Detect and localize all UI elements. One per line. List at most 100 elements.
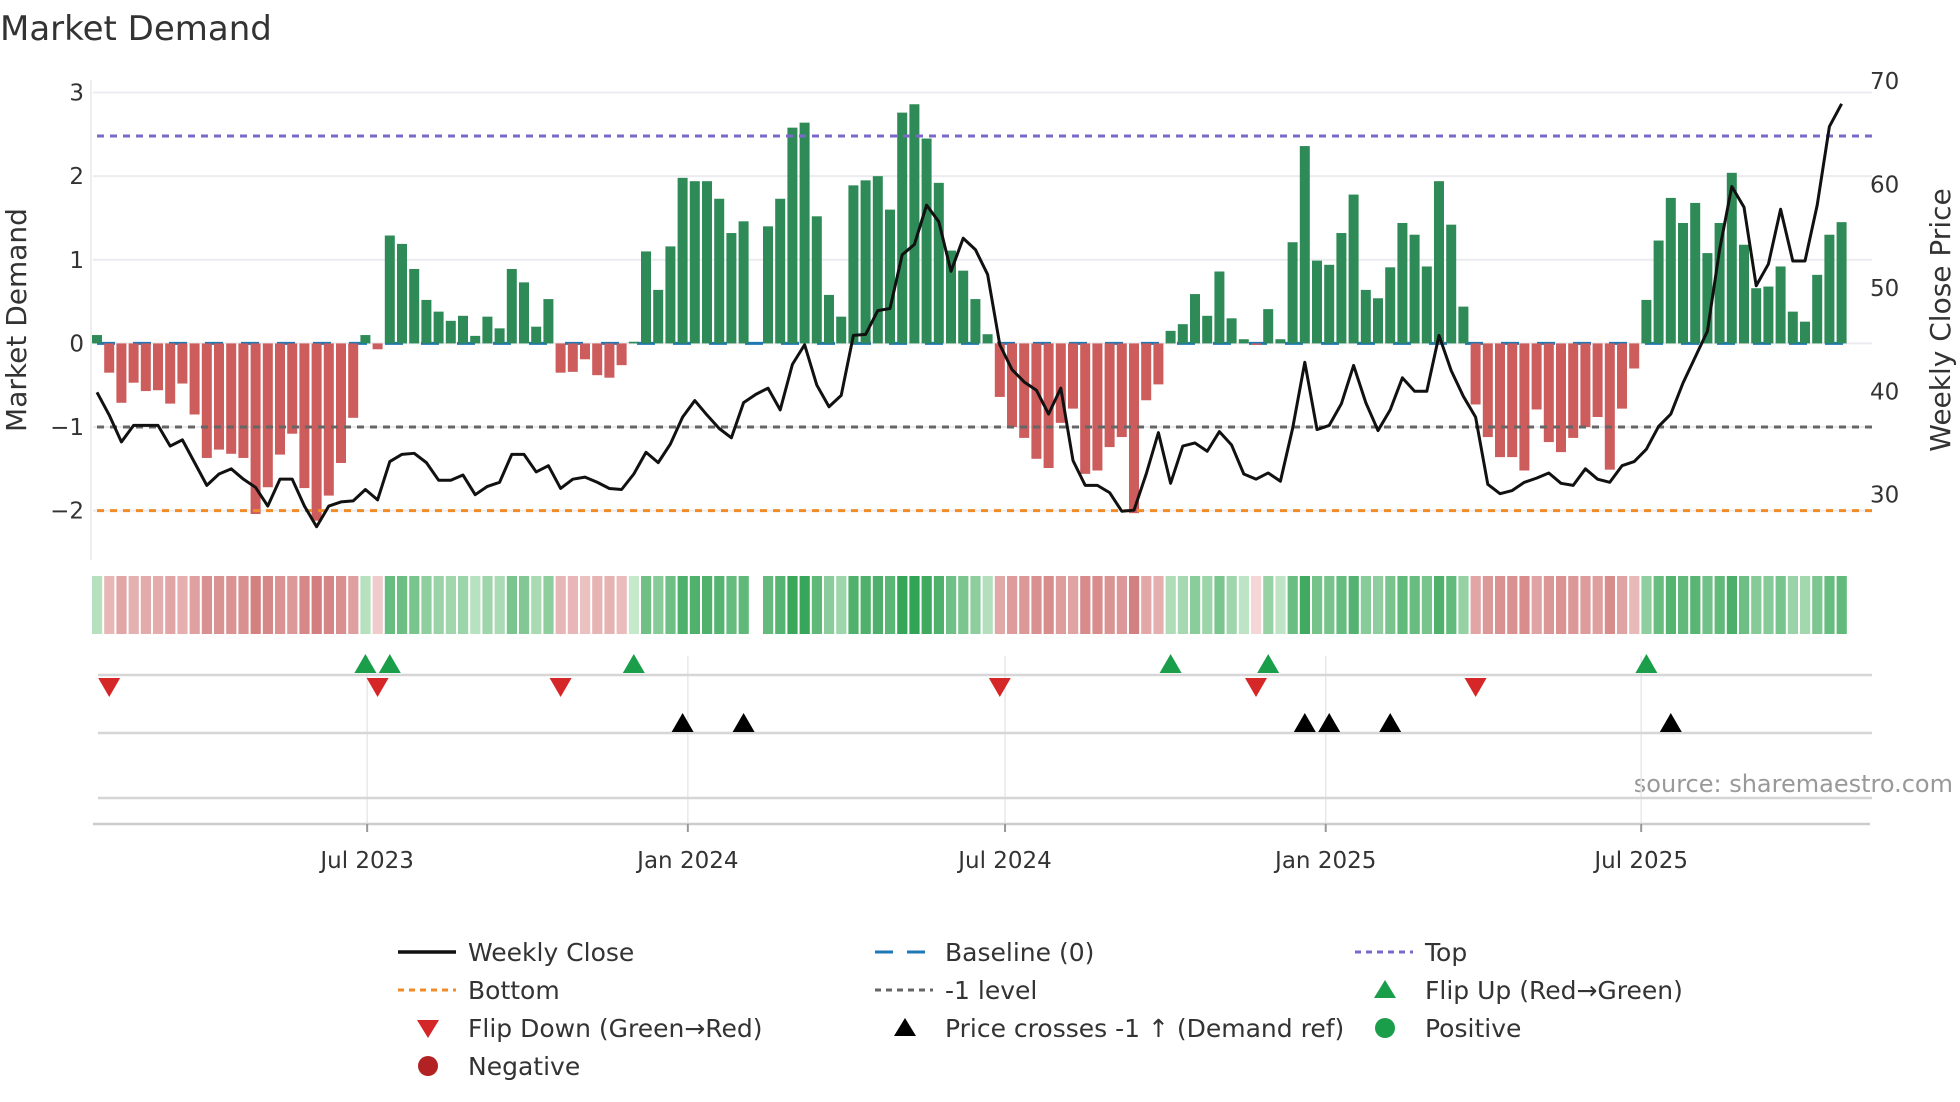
y-tick-label: −2 (50, 499, 84, 525)
negative-bar (616, 343, 627, 366)
positive-bar (909, 104, 920, 344)
positive-bar (1434, 181, 1444, 344)
positive-bar (1214, 271, 1225, 344)
negative-bar (372, 343, 383, 350)
negative-bar (323, 343, 334, 496)
y-tick-label: 1 (69, 248, 84, 274)
positive-bar (397, 243, 407, 344)
negative-bar (1019, 343, 1030, 438)
legend-label: Negative (468, 1052, 580, 1081)
strip-cell (885, 576, 896, 634)
strip-cell (909, 576, 920, 634)
strip-cell (1787, 576, 1798, 634)
positive-bar (787, 127, 798, 344)
positive-bar (1690, 202, 1701, 344)
legend-label: Top (1424, 938, 1467, 967)
positive-bar (1177, 324, 1188, 344)
negative-legend-dot (418, 1056, 438, 1076)
positive-bar (885, 209, 895, 344)
y-tick-label: 0 (69, 331, 84, 357)
positive-bar (836, 316, 847, 344)
positive-bar (677, 177, 688, 344)
negative-bar (1592, 343, 1603, 417)
strip-cell (1373, 576, 1384, 634)
positive-bar (921, 138, 932, 344)
y-tick-label: −1 (50, 415, 84, 441)
strip-cell (1043, 576, 1054, 634)
strip-cell (1092, 576, 1103, 634)
strip-cell (1507, 576, 1518, 634)
strip-cell (1104, 576, 1115, 634)
strip-cell (1800, 576, 1811, 634)
strip-cell (250, 576, 261, 634)
strip-cell (970, 576, 981, 634)
negative-bar (1092, 343, 1103, 471)
strip-cell (1434, 576, 1445, 634)
y2-tick-label: 70 (1870, 69, 1899, 95)
legend-label: Flip Up (Red→Green) (1425, 976, 1683, 1005)
strip-cell (153, 576, 164, 634)
strip-cell (1580, 576, 1591, 634)
positive-bar (628, 341, 639, 344)
strip-cell (189, 576, 200, 634)
strip-cell (1238, 576, 1249, 634)
positive-bar (1299, 146, 1310, 344)
strip-cell (226, 576, 237, 634)
negative-bar (116, 343, 127, 403)
strip-cell (238, 576, 249, 634)
positive-bar (1812, 274, 1823, 344)
flip-down-marker (549, 678, 572, 697)
strip-cell (1080, 576, 1091, 634)
strip-cell (1702, 576, 1713, 634)
strip-cell (689, 576, 700, 634)
negative-bar (1495, 343, 1505, 458)
strip-cell (641, 576, 652, 634)
price-cross-marker (671, 713, 694, 732)
strip-cell (1775, 576, 1786, 634)
strip-cell (1165, 576, 1176, 634)
positive-bar (872, 176, 883, 344)
strip-cell (348, 576, 359, 634)
flip-up-marker (1257, 654, 1280, 673)
strip-cell (1543, 576, 1554, 634)
negative-bar (189, 343, 200, 415)
strip-cell (262, 576, 273, 634)
negative-bar (1043, 343, 1054, 468)
strip-cell (1629, 576, 1640, 634)
strip-cell (958, 576, 969, 634)
strip-cell (1031, 576, 1042, 634)
positive-bar (1275, 339, 1286, 344)
positive-bar (1312, 260, 1322, 344)
positive-bar (714, 198, 725, 344)
positive-legend-dot (1375, 1018, 1395, 1038)
price-cross-marker (1379, 713, 1402, 732)
positive-bar (824, 294, 834, 344)
strip-cell (1409, 576, 1420, 634)
price-series (95, 103, 1843, 529)
strip-cell (1421, 576, 1432, 634)
strip-cell (1739, 576, 1750, 634)
strip-cell (665, 576, 676, 634)
strip-cell (1824, 576, 1835, 634)
negative-bar (140, 343, 151, 392)
negative-bar (201, 343, 212, 458)
negative-bar (128, 343, 139, 383)
strip-cell (848, 576, 859, 634)
y2-tick-label: 40 (1870, 379, 1899, 405)
strip-cell (1726, 576, 1737, 634)
negative-bar (1251, 343, 1261, 345)
negative-bar (1031, 343, 1042, 459)
legend-label: Positive (1425, 1014, 1521, 1043)
strip-cell (921, 576, 932, 634)
strip-cell (1129, 576, 1140, 634)
strip-cell (1007, 576, 1018, 634)
negative-bar (1470, 343, 1481, 405)
positive-bar (1800, 321, 1810, 344)
positive-bar (665, 246, 676, 344)
strip-cell (397, 576, 408, 634)
strip-cell (482, 576, 493, 634)
strip-cell (531, 576, 542, 634)
negative-bar (238, 343, 249, 458)
strip-cell (653, 576, 664, 634)
strip-cell (323, 576, 334, 634)
